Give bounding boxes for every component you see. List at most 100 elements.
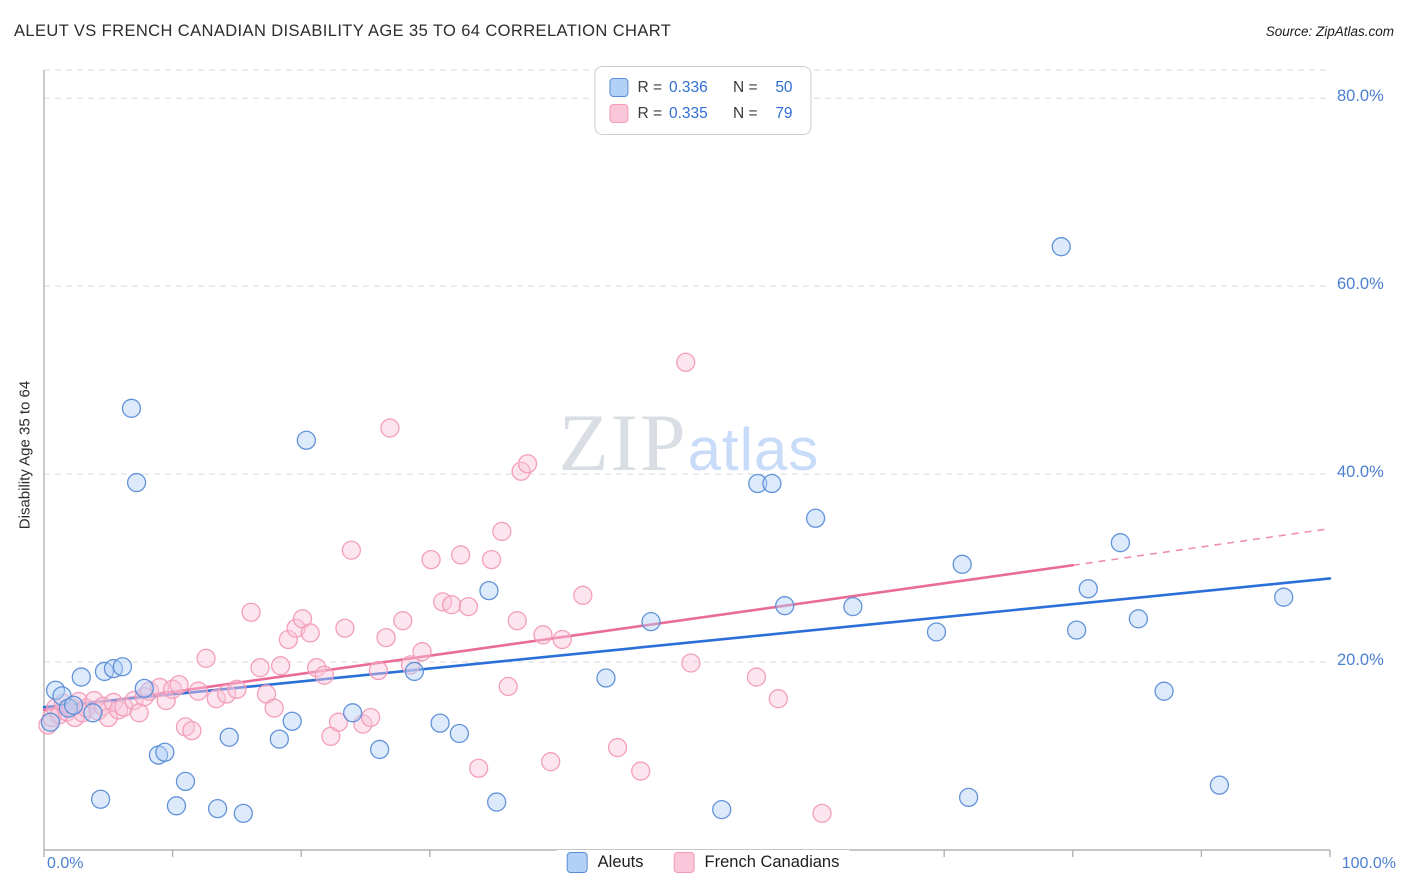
scatter-point-french-canadians[interactable] bbox=[573, 585, 593, 605]
scatter-point-aleuts[interactable] bbox=[1274, 587, 1294, 607]
scatter-point-aleuts[interactable] bbox=[712, 799, 732, 820]
scatter-point-french-canadians[interactable] bbox=[169, 674, 189, 695]
scatter-point-french-canadians[interactable] bbox=[552, 629, 572, 650]
scatter-point-french-canadians[interactable] bbox=[681, 653, 701, 673]
scatter-point-french-canadians[interactable] bbox=[250, 658, 270, 678]
scatter-point-french-canadians[interactable] bbox=[393, 611, 413, 631]
scatter-point-french-canadians[interactable] bbox=[98, 707, 118, 728]
scatter-point-aleuts[interactable] bbox=[121, 398, 142, 418]
scatter-point-aleuts[interactable] bbox=[487, 792, 507, 812]
scatter-point-aleuts[interactable] bbox=[134, 678, 154, 699]
scatter-point-french-canadians[interactable] bbox=[196, 648, 216, 668]
scatter-point-french-canadians[interactable] bbox=[368, 660, 389, 681]
scatter-point-aleuts[interactable] bbox=[269, 729, 289, 749]
scatter-point-aleuts[interactable] bbox=[748, 473, 768, 494]
scatter-point-aleuts[interactable] bbox=[1128, 609, 1149, 629]
scatter-point-aleuts[interactable] bbox=[166, 796, 187, 816]
scatter-point-aleuts[interactable] bbox=[430, 713, 450, 733]
scatter-point-french-canadians[interactable] bbox=[451, 545, 471, 565]
scatter-point-french-canadians[interactable] bbox=[306, 658, 327, 678]
scatter-point-french-canadians[interactable] bbox=[507, 611, 527, 631]
scatter-point-french-canadians[interactable] bbox=[812, 803, 832, 823]
scatter-point-aleuts[interactable] bbox=[1078, 579, 1098, 599]
scatter-point-french-canadians[interactable] bbox=[517, 454, 538, 474]
scatter-point-aleuts[interactable] bbox=[83, 703, 103, 723]
scatter-point-aleuts[interactable] bbox=[775, 596, 795, 616]
scatter-point-french-canadians[interactable] bbox=[139, 681, 160, 701]
scatter-point-french-canadians[interactable] bbox=[270, 656, 291, 676]
scatter-point-french-canadians[interactable] bbox=[188, 681, 208, 701]
scatter-point-aleuts[interactable] bbox=[1067, 620, 1087, 640]
scatter-point-aleuts[interactable] bbox=[40, 712, 61, 732]
scatter-point-aleuts[interactable] bbox=[233, 803, 253, 823]
scatter-point-french-canadians[interactable] bbox=[216, 684, 237, 704]
scatter-point-french-canadians[interactable] bbox=[421, 549, 441, 570]
scatter-point-aleuts[interactable] bbox=[58, 698, 79, 718]
trend-line-extension-1 bbox=[1072, 527, 1331, 567]
scatter-point-french-canadians[interactable] bbox=[300, 623, 320, 643]
scatter-point-french-canadians[interactable] bbox=[469, 758, 489, 778]
scatter-point-french-canadians[interactable] bbox=[492, 521, 512, 542]
scatter-point-french-canadians[interactable] bbox=[376, 627, 396, 648]
scatter-point-french-canadians[interactable] bbox=[768, 689, 788, 709]
scatter-point-aleuts[interactable] bbox=[479, 580, 499, 601]
scatter-point-aleuts[interactable] bbox=[369, 739, 390, 760]
scatter-point-french-canadians[interactable] bbox=[108, 700, 129, 720]
n-value-aleuts: 50 bbox=[775, 78, 793, 96]
scatter-point-french-canadians[interactable] bbox=[607, 737, 628, 758]
scatter-point-french-canadians[interactable] bbox=[746, 667, 767, 687]
scatter-point-french-canadians[interactable] bbox=[227, 679, 247, 699]
scatter-point-aleuts[interactable] bbox=[641, 611, 661, 632]
scatter-point-french-canadians[interactable] bbox=[241, 602, 261, 622]
scatter-point-aleuts[interactable] bbox=[207, 799, 228, 819]
scatter-point-french-canadians[interactable] bbox=[541, 752, 561, 772]
scatter-point-aleuts[interactable] bbox=[805, 508, 826, 528]
scatter-point-french-canadians[interactable] bbox=[498, 676, 518, 697]
scatter-point-aleuts[interactable] bbox=[404, 661, 425, 682]
scatter-point-aleuts[interactable] bbox=[63, 695, 84, 715]
scatter-point-aleuts[interactable] bbox=[342, 703, 363, 723]
scatter-point-aleuts[interactable] bbox=[1154, 681, 1174, 701]
scatter-point-aleuts[interactable] bbox=[282, 711, 302, 731]
scatter-point-french-canadians[interactable] bbox=[511, 461, 531, 481]
scatter-point-french-canadians[interactable] bbox=[129, 703, 149, 723]
scatter-point-french-canadians[interactable] bbox=[341, 540, 362, 560]
scatter-point-aleuts[interactable] bbox=[219, 727, 239, 747]
scatter-point-french-canadians[interactable] bbox=[182, 721, 202, 741]
scatter-point-aleuts[interactable] bbox=[449, 723, 470, 744]
scatter-point-french-canadians[interactable] bbox=[458, 596, 479, 617]
scatter-point-aleuts[interactable] bbox=[71, 667, 91, 687]
scatter-point-aleuts[interactable] bbox=[843, 596, 863, 617]
aleuts-swatch bbox=[566, 852, 588, 873]
scatter-point-aleuts[interactable] bbox=[112, 657, 133, 677]
scatter-point-aleuts[interactable] bbox=[1051, 237, 1071, 257]
scatter-point-aleuts[interactable] bbox=[926, 622, 947, 642]
scatter-point-french-canadians[interactable] bbox=[206, 689, 226, 709]
scatter-point-french-canadians[interactable] bbox=[533, 625, 553, 645]
scatter-point-french-canadians[interactable] bbox=[412, 642, 432, 662]
scatter-point-french-canadians[interactable] bbox=[264, 698, 284, 718]
scatter-point-aleuts[interactable] bbox=[1209, 775, 1230, 795]
scatter-point-aleuts[interactable] bbox=[1110, 533, 1131, 553]
scatter-point-french-canadians[interactable] bbox=[278, 629, 298, 650]
scatter-point-french-canadians[interactable] bbox=[442, 595, 462, 615]
scatter-point-french-canadians[interactable] bbox=[380, 418, 400, 438]
scatter-point-aleuts[interactable] bbox=[126, 472, 147, 493]
scatter-point-aleuts[interactable] bbox=[762, 473, 782, 494]
scatter-point-french-canadians[interactable] bbox=[360, 707, 381, 728]
scatter-point-french-canadians[interactable] bbox=[676, 352, 696, 372]
scatter-point-french-canadians[interactable] bbox=[328, 712, 349, 732]
scatter-point-aleuts[interactable] bbox=[155, 742, 175, 762]
scatter-point-french-canadians[interactable] bbox=[156, 690, 176, 711]
scatter-point-french-canadians[interactable] bbox=[93, 696, 113, 716]
scatter-point-aleuts[interactable] bbox=[90, 789, 111, 809]
scatter-point-aleuts[interactable] bbox=[175, 771, 196, 792]
scatter-point-french-canadians[interactable] bbox=[314, 665, 334, 685]
scatter-point-aleuts[interactable] bbox=[596, 668, 616, 688]
scatter-point-aleuts[interactable] bbox=[958, 787, 979, 808]
scatter-point-aleuts[interactable] bbox=[952, 554, 972, 574]
scatter-point-french-canadians[interactable] bbox=[335, 618, 355, 638]
scatter-point-aleuts[interactable] bbox=[296, 430, 316, 450]
scatter-point-french-canadians[interactable] bbox=[481, 549, 502, 570]
scatter-point-french-canadians[interactable] bbox=[631, 761, 651, 781]
